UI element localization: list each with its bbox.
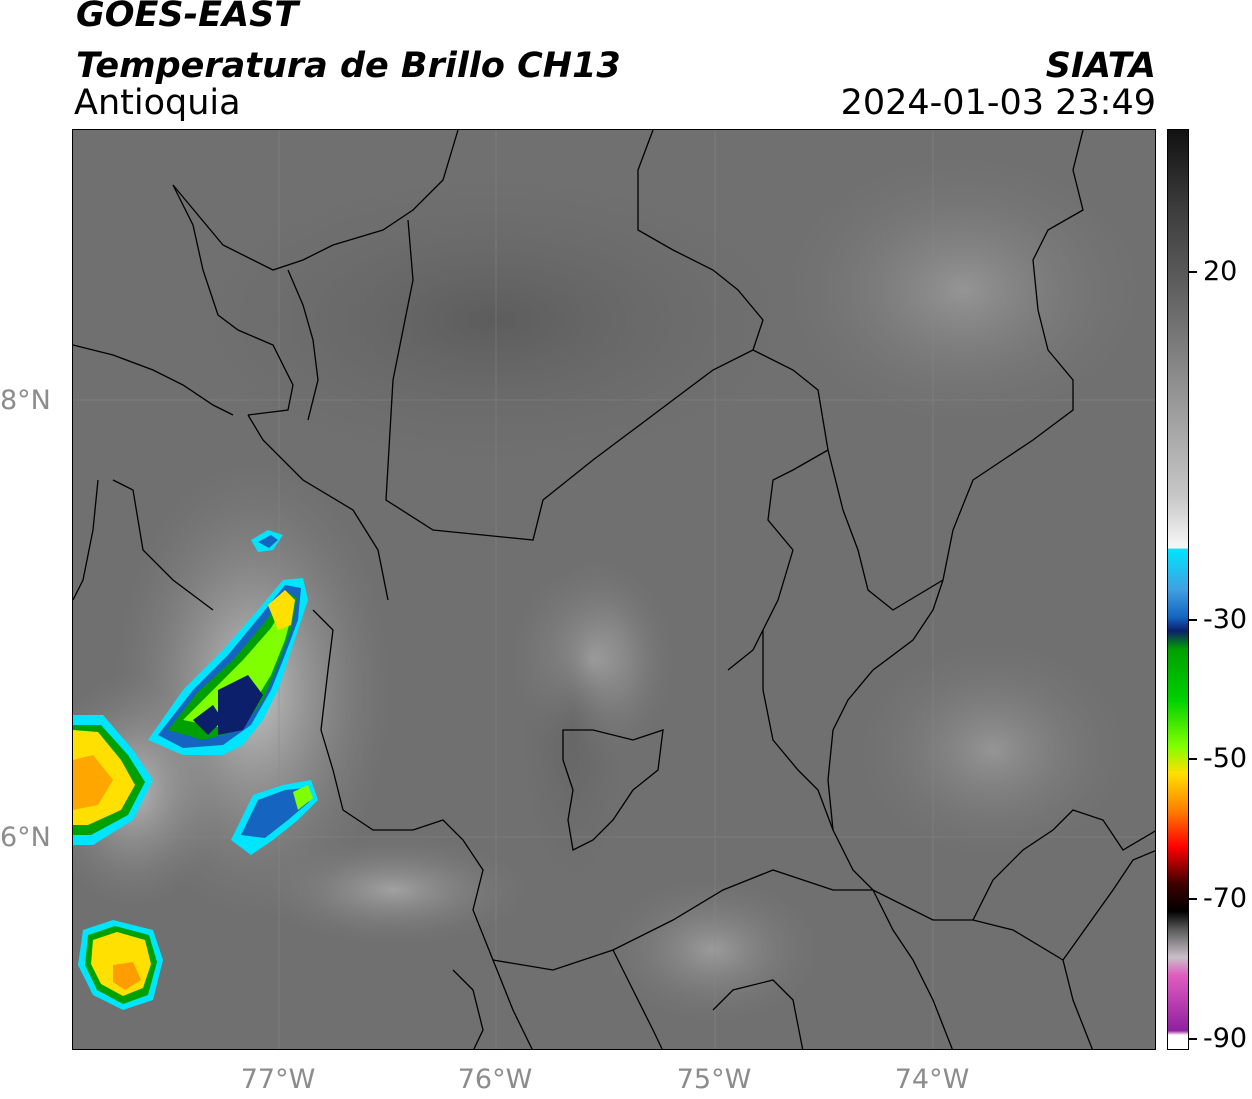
colorbar-label-minus70: -70: [1203, 883, 1248, 914]
colorbar-tick: [1189, 619, 1197, 621]
colorbar-tick: [1189, 758, 1197, 760]
datetime-title: 2024-01-03 23:49: [840, 83, 1156, 123]
cold-cloud-cells: [73, 530, 318, 1010]
colorbar-tick: [1189, 1038, 1197, 1040]
agency-title: SIATA: [1045, 46, 1156, 86]
colorbar-label-minus30: -30: [1203, 604, 1248, 635]
region-title: Antioquia: [74, 83, 241, 123]
lon-label-76w: 76°W: [457, 1064, 533, 1095]
colorbar-tick: [1189, 271, 1197, 273]
product-title: Temperatura de Brillo CH13: [76, 46, 621, 86]
borders: [73, 130, 1155, 1049]
satellite-map: [72, 129, 1156, 1050]
lon-label-74w: 74°W: [894, 1064, 970, 1095]
temperature-colorbar: [1167, 129, 1189, 1050]
map-canvas: [73, 130, 1155, 1049]
lon-label-77w: 77°W: [240, 1064, 316, 1095]
colorbar-tick: [1189, 898, 1197, 900]
colorbar-label-minus50: -50: [1203, 743, 1248, 774]
lat-label-8n: 8°N: [0, 385, 51, 416]
colorbar-label-minus90: -90: [1203, 1023, 1248, 1054]
satellite-title: GOES-EAST: [76, 0, 299, 35]
lon-label-75w: 75°W: [676, 1064, 752, 1095]
lat-label-6n: 6°N: [0, 822, 51, 853]
colorbar-label-20: 20: [1203, 256, 1238, 287]
